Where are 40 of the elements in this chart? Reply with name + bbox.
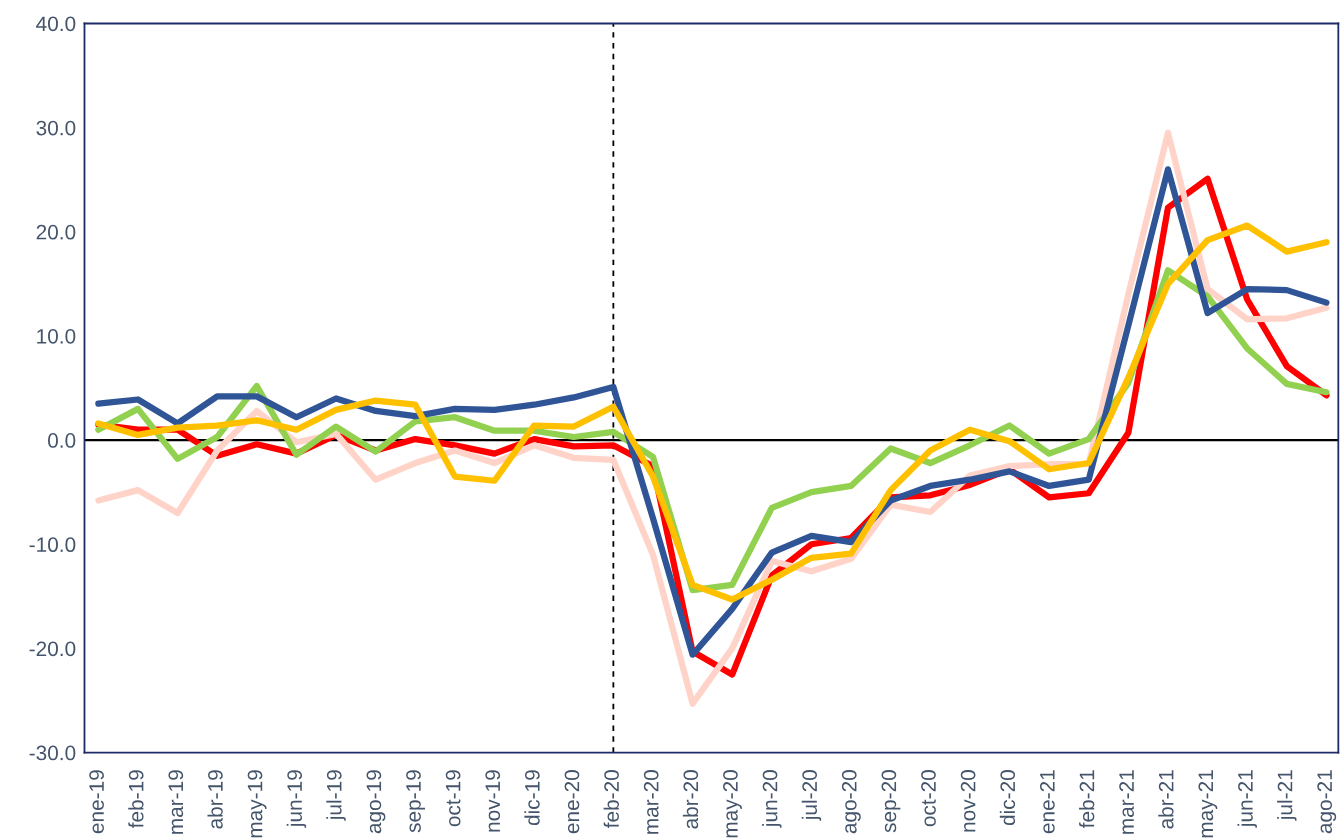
x-tick-label: may-19 [247, 770, 267, 838]
x-tick-label: ene-21 [1039, 770, 1055, 834]
y-tick-label: 10.0 [37, 328, 76, 344]
x-tick-label: feb-21 [1079, 770, 1095, 829]
x-tick-label: oct-20 [921, 770, 936, 827]
y-tick-label: -20.0 [29, 641, 76, 657]
x-tick-label: jul-19 [326, 770, 346, 821]
x-tick-label: abr-20 [682, 770, 699, 829]
x-tick-label: abr-21 [1158, 770, 1174, 829]
x-tick-label: mar-21 [1119, 770, 1134, 834]
x-tick-label: ene-20 [564, 770, 580, 834]
x-tick-label: jul-20 [801, 770, 822, 821]
x-tick-label: nov-19 [485, 770, 501, 832]
x-tick-label: ago-20 [841, 770, 861, 834]
x-tick-label: jul-21 [1277, 770, 1297, 821]
x-tick-label: jun-19 [286, 770, 307, 828]
x-tick-label: ene-19 [89, 770, 104, 834]
y-tick-label: -10.0 [29, 537, 76, 553]
x-tick-label: sep-19 [406, 770, 425, 833]
x-tick-label: jun-21 [1237, 770, 1257, 828]
x-tick-label: sep-20 [881, 770, 901, 833]
x-tick-label: oct-19 [445, 770, 461, 827]
x-tick-label: ago-19 [366, 770, 386, 834]
x-tick-label: mar-20 [643, 770, 659, 834]
y-tick-label: -30.0 [29, 745, 76, 761]
y-tick-label: 40.0 [36, 16, 76, 32]
x-tick-label: mar-19 [168, 770, 184, 834]
y-tick-label: 20.0 [36, 224, 76, 240]
y-tick-label: 30.0 [36, 120, 76, 136]
x-tick-label: jun-20 [762, 770, 782, 828]
x-tick-label: abr-19 [207, 770, 223, 829]
x-tick-label: dic-20 [999, 770, 1016, 826]
x-tick-label: feb-20 [603, 770, 619, 829]
x-tick-label: dic-19 [524, 770, 540, 826]
x-tick-label: may-20 [723, 770, 742, 838]
x-tick-label: may-21 [1198, 770, 1218, 838]
x-tick-label: feb-19 [128, 770, 144, 829]
x-tick-label: ago-21 [1317, 770, 1337, 834]
x-tick-label: nov-20 [960, 770, 976, 832]
y-tick-label: 0.0 [48, 433, 76, 448]
